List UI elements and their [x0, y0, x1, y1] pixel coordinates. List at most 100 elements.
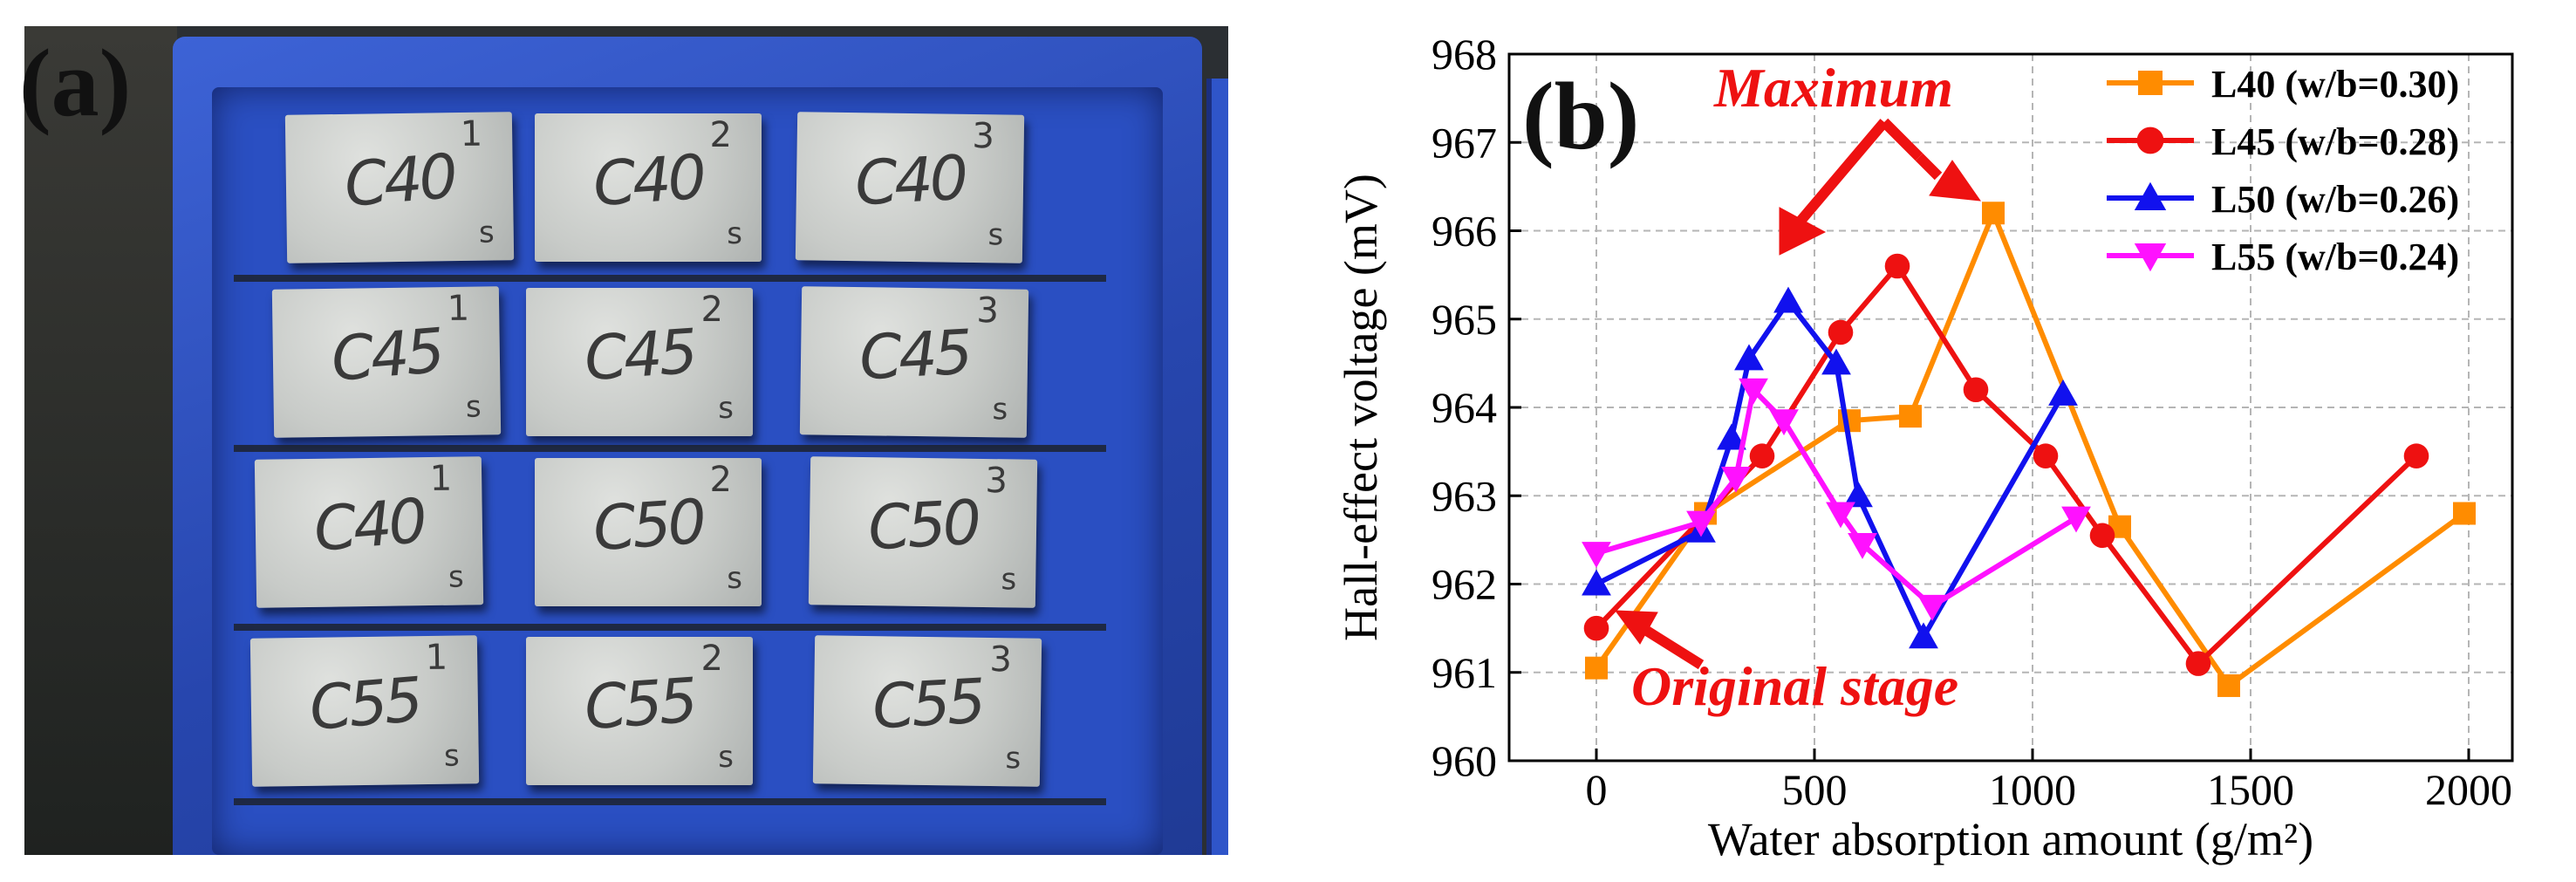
specimen-number: 1: [460, 113, 483, 155]
specimen-subscript: s: [992, 392, 1008, 427]
specimen-subscript: s: [1005, 741, 1022, 776]
data-point-triangle-down: [1686, 510, 1716, 537]
specimen-block: C40 3 s: [795, 112, 1025, 263]
data-point-triangle: [1717, 423, 1746, 450]
data-point-square: [2217, 673, 2240, 697]
data-point-triangle-down: [1848, 532, 1877, 559]
data-point-circle: [1828, 319, 1854, 345]
data-point-circle: [1963, 377, 1989, 403]
x-tick-label: 500: [1782, 765, 1848, 814]
data-point-triangle: [1582, 569, 1611, 596]
data-point-square: [2138, 71, 2163, 95]
specimen-number: 3: [985, 460, 1008, 502]
data-point-circle: [2185, 651, 2211, 676]
data-point-circle: [2136, 126, 2164, 154]
support-rod: [234, 275, 1106, 282]
specimen-number: 2: [700, 290, 723, 330]
legend-item: L45 (w/b=0.28): [2107, 120, 2459, 163]
x-tick-label: 1500: [2207, 765, 2294, 814]
data-point-circle: [2089, 523, 2115, 549]
data-point-square: [1585, 656, 1608, 680]
x-tick-label: 2000: [2425, 765, 2512, 814]
specimen-number: 2: [709, 115, 732, 155]
arrow-maximum: [1779, 118, 1982, 256]
data-point-triangle-down: [1582, 542, 1611, 568]
series-layer: [1582, 202, 2476, 697]
data-point-circle: [1884, 253, 1910, 279]
specimen-subscript: s: [448, 559, 465, 595]
data-point-square: [1899, 405, 1922, 428]
y-tick-label: 965: [1431, 295, 1497, 344]
specimen-block: C50 3 s: [808, 456, 1038, 608]
legend-item: L50 (w/b=0.26): [2107, 178, 2459, 221]
specimen-subscript: s: [987, 217, 1004, 253]
specimen-subscript: s: [718, 740, 734, 775]
specimen-photo: C40 1 s C40 2 s C40 3 s C45 1 s C45 2 s C45 3 s C40 1 s C50 2 s…: [24, 26, 1228, 855]
legend-label: L55 (w/b=0.24): [2211, 236, 2459, 278]
legend-item: L55 (w/b=0.24): [2107, 236, 2459, 278]
y-tick-label: 964: [1431, 383, 1497, 432]
series-l55: [1582, 378, 2091, 621]
specimen-block: C55 2 s: [526, 637, 753, 785]
data-point-triangle: [1909, 622, 1938, 649]
specimen-block: C40 1 s: [254, 456, 484, 608]
data-point-triangle-down: [2061, 506, 2091, 533]
specimen-subscript: s: [727, 561, 742, 596]
y-axis-label: Hall-effect voltage (mV): [1335, 174, 1387, 641]
data-point-circle: [2033, 443, 2059, 468]
data-point-triangle-down: [2134, 243, 2167, 272]
specimen-number: 3: [972, 115, 995, 157]
y-tick-label: 961: [1431, 648, 1497, 697]
x-axis-label: Water absorption amount (g/m²): [1708, 813, 2313, 865]
data-point-square: [1982, 202, 2005, 225]
annotation-original-stage: Original stage: [1631, 655, 1958, 717]
specimen-subscript: s: [465, 389, 482, 425]
series-l50: [1582, 286, 2078, 649]
specimen-subscript: s: [478, 215, 495, 250]
series-l45: [1583, 253, 2429, 676]
hall-voltage-chart: 960 961 962 963 964 965 966 967 968 0 500 1000 1500 2…: [1335, 30, 2514, 865]
specimen-number: 3: [989, 639, 1013, 680]
specimen-subscript: s: [1001, 562, 1017, 598]
data-point-triangle: [1843, 481, 1873, 508]
data-point-triangle: [1773, 286, 1803, 313]
legend-label: L45 (w/b=0.28): [2211, 120, 2459, 163]
specimen-block: C45 1 s: [271, 286, 502, 438]
legend-label: L50 (w/b=0.26): [2211, 178, 2459, 221]
legend-label: L40 (w/b=0.30): [2211, 63, 2459, 106]
data-point-triangle: [1821, 348, 1851, 375]
specimen-subscript: s: [727, 216, 742, 251]
series-line: [1595, 298, 2066, 640]
data-point-triangle-down: [1721, 467, 1751, 493]
support-rod: [234, 798, 1106, 805]
panel-a-label: (a): [19, 30, 132, 136]
specimen-block: C40 2 s: [535, 113, 762, 262]
series-line: [1594, 263, 2419, 667]
specimen-block: C45 3 s: [799, 286, 1029, 438]
y-tick-label: 960: [1431, 736, 1497, 785]
data-point-square: [2453, 502, 2476, 525]
specimen-number: 2: [700, 639, 723, 679]
series-l40: [1585, 202, 2476, 697]
support-rod: [234, 445, 1106, 452]
specimen-number: 1: [429, 458, 453, 500]
data-point-triangle: [2048, 379, 2078, 406]
y-tick-label: 963: [1431, 471, 1497, 520]
arrow-original-stage: [1614, 610, 1705, 670]
data-point-triangle: [1734, 344, 1764, 371]
data-point-circle: [1583, 615, 1609, 641]
specimen-block: C45 2 s: [526, 288, 753, 436]
data-point-triangle-down: [1826, 502, 1855, 529]
data-point-triangle-down: [1769, 409, 1799, 436]
second-tray-edge: [1206, 79, 1228, 855]
specimen-number: 3: [976, 290, 1000, 332]
legend-item: L40 (w/b=0.30): [2107, 63, 2459, 106]
specimen-block: C50 2 s: [535, 458, 762, 606]
data-point-triangle-down: [1917, 594, 1947, 621]
data-point-circle: [2403, 443, 2429, 468]
y-tick-label: 966: [1431, 207, 1497, 256]
y-tick-label: 967: [1431, 118, 1497, 167]
series-line: [1594, 210, 2466, 688]
photo-background: [24, 26, 177, 855]
